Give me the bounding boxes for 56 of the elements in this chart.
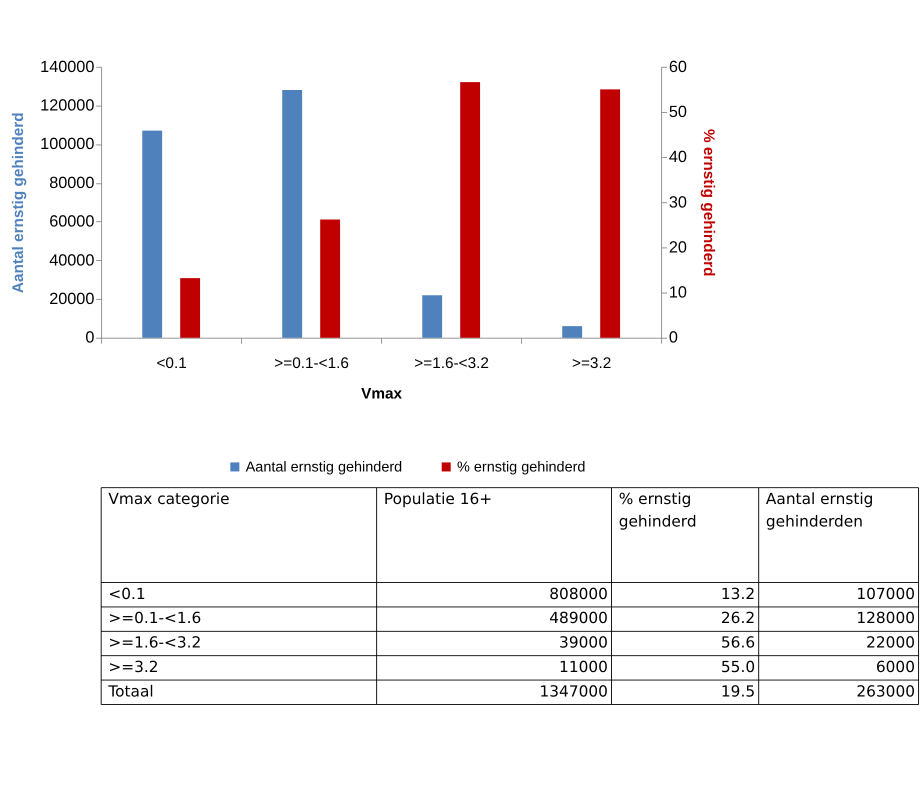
y2-tick-label: 40	[668, 148, 687, 166]
y2-tick-label: 0	[668, 328, 678, 347]
text: 11000	[559, 658, 608, 676]
text: >=1.6-<3.2	[108, 634, 202, 652]
text: 6000	[876, 658, 915, 676]
text: Aantal ernstig gehinderden	[766, 490, 874, 531]
y2-tick-label: 50	[668, 102, 687, 121]
text: <0.1	[108, 584, 146, 603]
text: 128000	[856, 609, 915, 628]
x-tick-label: >=1.6-<3.2	[414, 355, 489, 372]
y-tick-label: 120000	[40, 96, 94, 114]
y2-tick-label: 30	[668, 193, 687, 212]
text: 19.5	[720, 682, 756, 700]
y-tick-label: 20000	[49, 290, 94, 308]
y-axis-title: Aantal ernstig gehinderd	[10, 112, 27, 294]
x-axis-title: Vmax	[361, 386, 403, 403]
legend-label: Aantal ernstig gehinderd	[246, 459, 402, 476]
text: 1347000	[540, 682, 608, 700]
text: Vmax categorie	[108, 490, 230, 508]
y-tick-label: 60000	[49, 212, 94, 231]
text: 13.2	[720, 584, 756, 603]
text: Populatie 16+	[384, 490, 492, 508]
bar	[562, 326, 582, 338]
text: % ernstig gehinderd	[618, 490, 697, 531]
y-tick-label: 140000	[40, 58, 94, 76]
x-tick-label: >=3.2	[572, 355, 612, 372]
y-tick-label: 0	[85, 328, 94, 347]
text: Totaal	[107, 682, 154, 700]
x-tick-label: <0.1	[156, 355, 187, 372]
text: 22000	[866, 634, 915, 652]
y2-tick-label: 20	[668, 238, 687, 256]
bar	[282, 90, 302, 338]
y2-axis-title: % ernstig gehinderd	[700, 128, 718, 276]
text: 56.6	[720, 634, 756, 652]
bar	[142, 130, 162, 338]
text: 263000	[856, 682, 915, 700]
text: 107000	[856, 584, 915, 603]
y-tick-label: 80000	[49, 174, 94, 192]
bar	[600, 89, 620, 338]
text: 55.0	[720, 658, 756, 676]
text: >=0.1-<1.6	[108, 609, 202, 628]
text: 39000	[559, 634, 608, 652]
text: 808000	[549, 584, 608, 603]
y2-tick-label: 10	[668, 284, 687, 302]
bar	[460, 82, 480, 338]
y2-tick-label: 60	[668, 58, 687, 76]
x-tick-label: >=0.1-<1.6	[274, 355, 349, 372]
bar	[422, 295, 442, 338]
y-tick-label: 100000	[40, 135, 94, 154]
bar	[320, 219, 340, 338]
y-tick-label: 40000	[49, 251, 94, 270]
text: 26.2	[720, 609, 756, 628]
bar	[180, 278, 200, 338]
text: 489000	[549, 609, 608, 628]
legend-label: % ernstig gehinderd	[457, 459, 586, 476]
text: >=3.2	[108, 658, 159, 676]
